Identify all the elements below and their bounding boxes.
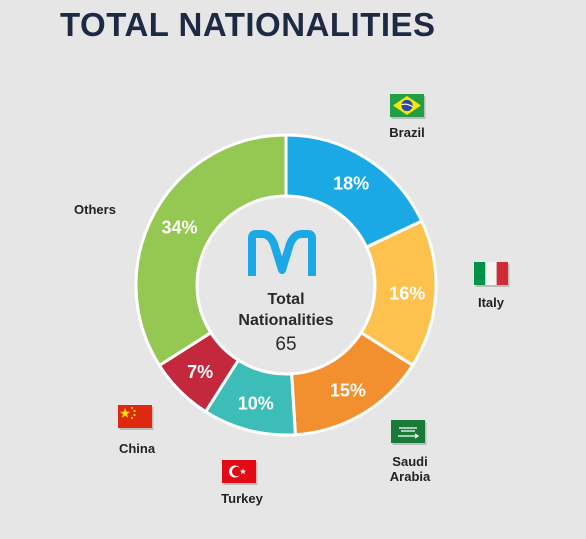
italy-flag-icon xyxy=(474,262,510,287)
pct-label-italy: 16% xyxy=(389,284,425,304)
category-label-saudi-arabia: Saudi Arabia xyxy=(390,454,431,484)
brazil-flag-icon xyxy=(390,94,426,119)
category-label-italy: Italy xyxy=(478,295,505,310)
saudi-flag-icon xyxy=(391,420,427,445)
category-label-brazil: Brazil xyxy=(389,125,424,140)
category-label-turkey: Turkey xyxy=(221,491,263,506)
center-label-nationalities: Nationalities xyxy=(238,312,333,329)
pct-label-others: 34% xyxy=(162,217,198,237)
pct-label-china: 7% xyxy=(187,362,213,382)
center-value: 65 xyxy=(275,334,296,355)
company-logo xyxy=(248,230,316,276)
pct-label-turkey: 10% xyxy=(238,394,274,414)
slice-others xyxy=(134,133,288,368)
pct-label-brazil: 18% xyxy=(333,173,369,193)
center-label-total: Total xyxy=(267,291,304,308)
flag-icons xyxy=(118,94,510,485)
category-label-others: Others xyxy=(74,202,116,217)
china-flag-icon xyxy=(118,405,154,430)
turkey-flag-icon xyxy=(222,460,258,485)
donut-slices xyxy=(134,133,438,437)
pct-label-saudi-arabia: 15% xyxy=(330,381,366,401)
category-labels: Brazil Italy Saudi Arabia Turkey China Others xyxy=(74,125,505,506)
percentage-labels: 18% 16% 15% 10% 7% 34% xyxy=(162,173,426,413)
category-label-china: China xyxy=(119,441,156,456)
page-title: TOTAL NATIONALITIES xyxy=(60,6,436,43)
